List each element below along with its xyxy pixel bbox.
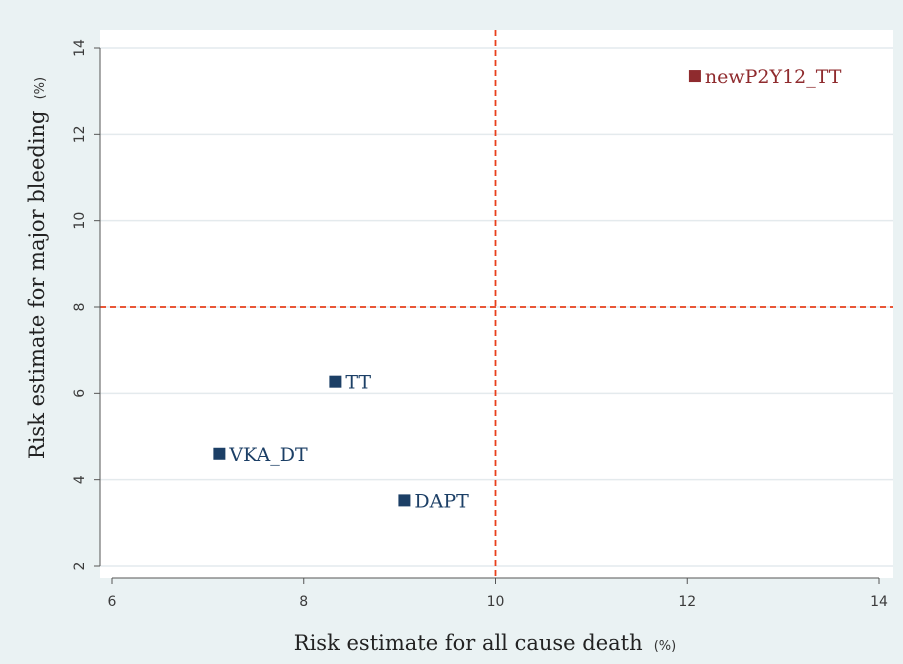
point-marker-newp2y12-tt <box>688 70 701 83</box>
plot-area <box>100 30 893 578</box>
x-tick-label-6: 6 <box>108 594 117 610</box>
point-marker-dapt <box>398 494 411 507</box>
y-axis: 2 4 6 8 10 12 14 <box>72 39 101 571</box>
x-axis-unit: (%) <box>654 639 677 654</box>
x-axis-title: Risk estimate for all cause death (%) <box>294 631 676 655</box>
y-axis-unit: (%) <box>33 77 48 100</box>
y-tick-label-8: 8 <box>72 303 88 312</box>
y-tick-label-6: 6 <box>72 389 88 398</box>
y-tick-label-2: 2 <box>72 562 88 571</box>
point-label-dapt: DAPT <box>414 490 469 512</box>
point-label-tt: TT <box>345 372 371 394</box>
x-tick-label-12: 12 <box>678 594 696 610</box>
y-axis-label: Risk estimate for major bleeding <box>25 110 49 459</box>
x-tick-label-10: 10 <box>487 594 505 610</box>
y-tick-label-4: 4 <box>72 475 88 484</box>
point-marker-tt <box>329 375 342 388</box>
y-axis-title: Risk estimate for major bleeding (%) <box>25 77 49 459</box>
x-tick-label-8: 8 <box>299 594 308 610</box>
reference-lines <box>100 30 893 578</box>
point-marker-vka-dt <box>213 447 226 460</box>
y-tick-label-12: 12 <box>72 125 88 143</box>
point-label-vka-dt: VKA_DT <box>228 444 308 466</box>
data-points: newP2Y12_TT TT VKA_DT DAPT <box>213 66 842 512</box>
point-label-newp2y12-tt: newP2Y12_TT <box>705 66 842 88</box>
y-tick-label-10: 10 <box>72 212 88 230</box>
x-tick-label-14: 14 <box>870 594 888 610</box>
x-axis: 6 8 10 12 14 <box>108 577 888 610</box>
x-axis-label: Risk estimate for all cause death <box>294 631 643 655</box>
y-tick-label-14: 14 <box>72 39 88 57</box>
